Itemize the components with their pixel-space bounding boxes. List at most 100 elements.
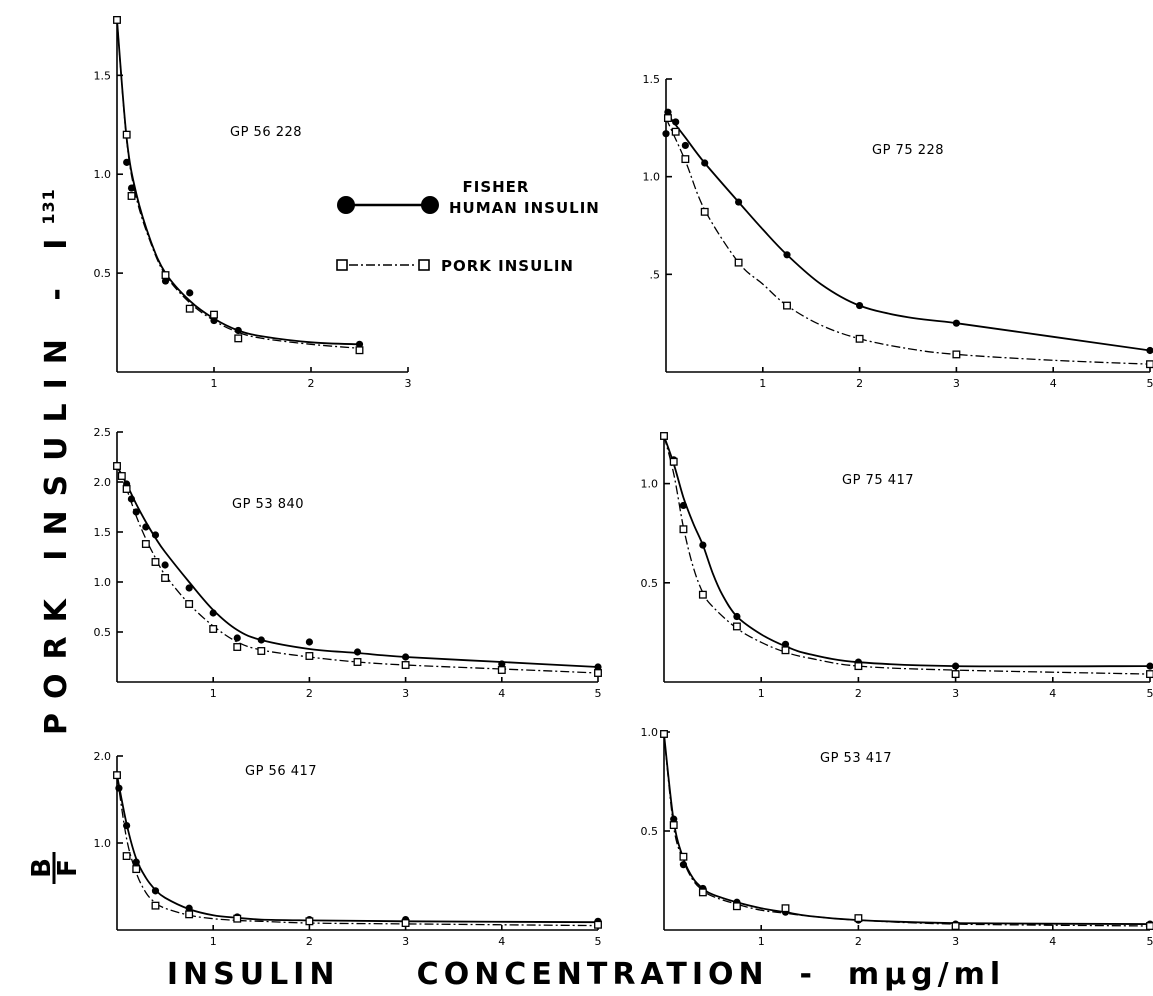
pork-insulin-point bbox=[781, 904, 790, 913]
human-insulin-point bbox=[783, 251, 791, 259]
human-insulin-point bbox=[305, 638, 313, 646]
human-insulin-point bbox=[127, 184, 136, 192]
x-tick-label: 2 bbox=[306, 687, 313, 700]
x-tick-label: 3 bbox=[953, 377, 960, 390]
legend-human-label-line2: HUMAN INSULIN bbox=[449, 199, 600, 217]
panel-6: 0.5 1.0 1 2 3 4 5 GP 53 417 bbox=[641, 726, 1153, 948]
pork-insulin-point bbox=[952, 350, 961, 359]
x-tick-label: 5 bbox=[1147, 377, 1153, 390]
legend-pork-marker-left bbox=[336, 259, 348, 271]
x-tick-label: 4 bbox=[1049, 935, 1056, 948]
x-tick-label: 1 bbox=[210, 687, 217, 700]
pork-insulin-point bbox=[122, 852, 131, 860]
human-insulin-point bbox=[186, 289, 194, 297]
human-insulin-point bbox=[142, 523, 150, 531]
panel-5: 1.0 2.0 1 2 3 4 5 GP 56 417 bbox=[94, 750, 602, 948]
human-insulin-point bbox=[132, 858, 140, 866]
panel-4: 0.5 1.0 1 2 3 4 5 GP 75 417 bbox=[641, 432, 1153, 700]
panel-3: 0.5 1.0 1.5 2.0 2.5 1 2 3 4 5 GP 53 840 bbox=[94, 426, 602, 700]
legend: FISHER HUMAN INSULIN PORK INSULIN bbox=[336, 178, 600, 275]
pork-insulin-point bbox=[161, 271, 170, 280]
human-insulin-curve bbox=[663, 733, 1151, 925]
pork-insulin-point bbox=[132, 865, 141, 874]
pork-insulin-point bbox=[497, 666, 506, 674]
pork-insulin-point bbox=[663, 114, 672, 123]
x-tick-label: 5 bbox=[1147, 935, 1153, 948]
human-insulin-point bbox=[679, 861, 688, 869]
y-tick-label: 2.5 bbox=[94, 426, 112, 439]
legend-human-marker-right bbox=[421, 196, 439, 214]
pork-insulin-point bbox=[660, 730, 668, 738]
pork-insulin-point bbox=[783, 301, 791, 310]
pork-insulin-point bbox=[113, 462, 121, 470]
pork-insulin-point bbox=[401, 919, 410, 927]
human-insulin-point bbox=[679, 501, 688, 510]
x-axis-label: INSULIN CONCENTRATION - mμg/ml bbox=[167, 957, 1005, 992]
human-insulin-point bbox=[672, 118, 680, 126]
panel-label: GP 56 417 bbox=[245, 764, 317, 779]
y-tick-label: 1.0 bbox=[643, 171, 661, 184]
human-insulin-point bbox=[856, 301, 864, 310]
y-tick-label: 0.5 bbox=[94, 267, 112, 280]
legend-human-marker-left bbox=[337, 196, 355, 214]
human-insulin-point bbox=[670, 815, 678, 823]
pork-insulin-point bbox=[1146, 922, 1153, 930]
x-tick-label: 4 bbox=[498, 687, 505, 700]
human-insulin-point bbox=[127, 495, 136, 503]
human-insulin-point bbox=[185, 904, 193, 912]
human-insulin-point bbox=[402, 653, 410, 661]
x-tick-label: 5 bbox=[1147, 687, 1153, 700]
human-insulin-point bbox=[209, 609, 217, 617]
pork-insulin-point bbox=[233, 914, 242, 923]
pork-insulin-point bbox=[594, 920, 602, 929]
panel-2: .5 1.0 1.5 1 2 3 4 5 GP 75 228 bbox=[643, 73, 1153, 390]
human-insulin-point bbox=[185, 584, 193, 592]
y-tick-label: 1.0 bbox=[94, 168, 112, 181]
y-tick-label: 0.5 bbox=[641, 577, 659, 590]
pork-insulin-point bbox=[734, 258, 743, 267]
pork-insulin-point bbox=[122, 485, 131, 493]
pork-insulin-point bbox=[305, 652, 314, 660]
pork-insulin-point bbox=[257, 647, 266, 655]
x-tick-label: 1 bbox=[758, 687, 765, 700]
pork-insulin-point bbox=[113, 16, 121, 24]
human-insulin-point bbox=[355, 340, 364, 348]
human-insulin-point bbox=[952, 662, 960, 670]
y-tick-label: 1.0 bbox=[641, 726, 659, 739]
human-insulin-curve bbox=[116, 774, 599, 924]
pork-insulin-point bbox=[781, 646, 790, 655]
human-insulin-curve bbox=[663, 435, 1151, 668]
x-tick-label: 4 bbox=[498, 935, 505, 948]
pork-insulin-point bbox=[355, 346, 364, 355]
pork-insulin-point bbox=[401, 661, 410, 669]
pork-insulin-curve bbox=[116, 775, 599, 927]
y-tick-label: 1.5 bbox=[643, 73, 661, 86]
pork-insulin-point bbox=[660, 432, 668, 440]
x-tick-label: 1 bbox=[759, 377, 766, 390]
y-tick-label: 1.0 bbox=[94, 576, 112, 589]
human-insulin-point bbox=[664, 108, 672, 116]
human-insulin-point bbox=[735, 198, 743, 206]
pork-insulin-point bbox=[1146, 670, 1153, 679]
x-tick-label: 3 bbox=[405, 377, 412, 390]
x-tick-label: 3 bbox=[952, 935, 959, 948]
pork-insulin-point bbox=[233, 643, 242, 651]
y-tick-label: 1.5 bbox=[94, 526, 112, 539]
human-insulin-point bbox=[733, 612, 741, 621]
human-insulin-point bbox=[234, 326, 242, 335]
x-tick-label: 2 bbox=[308, 377, 315, 390]
pork-insulin-point bbox=[122, 130, 131, 139]
legend-pork-marker-right bbox=[418, 259, 430, 271]
human-insulin-point bbox=[161, 277, 170, 285]
y-tick-label: 0.5 bbox=[94, 626, 112, 639]
pork-insulin-point bbox=[669, 457, 678, 466]
pork-insulin-curve bbox=[663, 435, 1151, 675]
y-tick-label: .5 bbox=[650, 268, 661, 281]
human-insulin-curve bbox=[116, 19, 360, 346]
y-tick-label: 2.0 bbox=[94, 750, 112, 763]
human-insulin-point bbox=[594, 663, 602, 671]
human-insulin-point bbox=[151, 531, 160, 539]
pork-insulin-point bbox=[353, 658, 362, 666]
human-insulin-point bbox=[701, 159, 709, 167]
